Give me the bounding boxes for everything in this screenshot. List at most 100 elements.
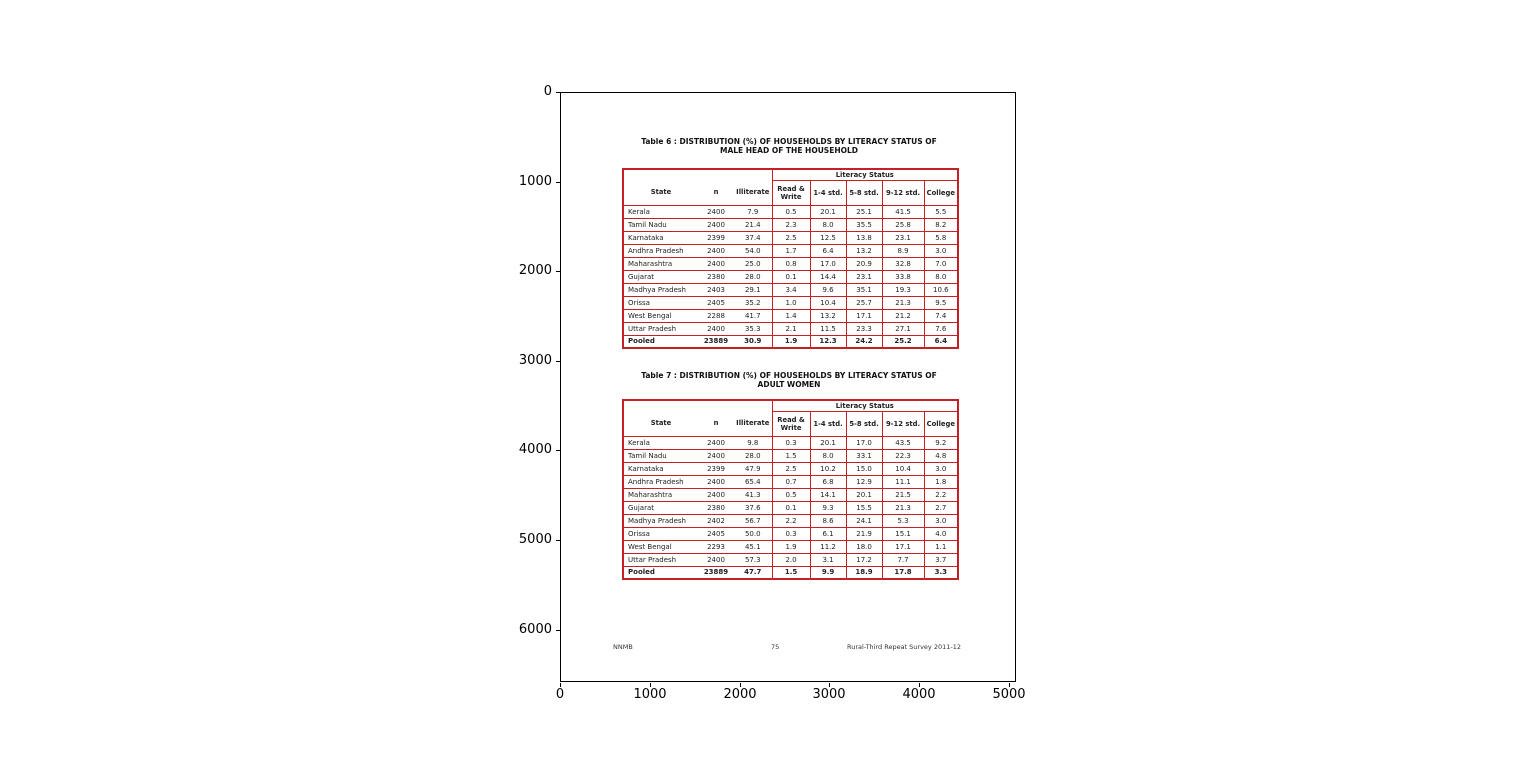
table6-title-line2: MALE HEAD OF THE HOUSEHOLD [720,146,858,155]
value-cell: 12.3 [809,334,847,348]
table-7: Literacy Status State n Illiterate Read … [622,399,960,580]
value-cell: 35.5 [845,217,883,231]
value-cell: 1.8 [923,474,959,488]
value-cell: 65.4 [734,474,773,488]
value-cell: 17.8 [881,565,925,579]
state-cell: Gujarat [623,500,698,514]
value-cell: 8.9 [881,243,925,257]
value-cell: 1.5 [771,448,811,462]
value-cell: 12.5 [809,230,847,244]
blank-header-cell [623,400,772,411]
value-cell: 17.2 [845,552,883,566]
page-number: 75 [771,643,780,651]
tick-mark [829,683,830,687]
value-cell: 0.5 [771,487,811,501]
col-college: College [923,180,959,206]
state-cell: West Bengal [623,539,698,553]
value-cell: 23.1 [881,230,925,244]
state-cell: Kerala [623,435,698,449]
table-row: Tamil Nadu 2400 28.0 1.5 8.0 33.1 22.3 4.8 [623,448,959,462]
literacy-status-header: Literacy Status [771,400,959,412]
tick-mark [650,683,651,687]
value-cell: 0.3 [771,526,811,540]
value-cell: 7.4 [923,308,959,322]
value-cell: 18.0 [845,539,883,553]
value-cell: 9.8 [734,435,773,449]
value-cell: 3.0 [923,461,959,475]
value-cell: 3.7 [923,552,959,566]
x-tick-label: 3000 [812,687,846,702]
value-cell: 15.1 [881,526,925,540]
value-cell: 54.0 [734,243,773,257]
y-tick-label: 6000 [518,622,552,637]
value-cell: 10.6 [923,282,959,296]
value-cell: 1.5 [771,565,811,579]
value-cell: 32.8 [881,256,925,270]
y-tick-label: 2000 [518,263,552,278]
table-row: West Bengal 2288 41.7 1.4 13.2 17.1 21.2 7.4 [623,308,959,322]
group-header-row: Literacy Status [623,169,959,181]
value-cell: 6.8 [809,474,847,488]
value-cell: 56.7 [734,513,773,527]
col-5-8-std: 5-8 std. [845,411,883,437]
value-cell: 8.6 [809,513,847,527]
value-cell: 4.0 [923,526,959,540]
page-footer: NNMB 75 Rural-Third Repeat Survey 2011-1… [561,643,1017,653]
value-cell: 20.9 [845,256,883,270]
table-row: Andhra Pradesh 2400 65.4 0.7 6.8 12.9 11.1 1.8 [623,474,959,488]
y-tick-label: 4000 [518,442,552,457]
value-cell: 45.1 [734,539,773,553]
value-cell: 21.4 [734,217,773,231]
value-cell: 25.0 [734,256,773,270]
col-n: n [698,411,734,437]
value-cell: 17.0 [809,256,847,270]
value-cell: 0.7 [771,474,811,488]
value-cell: 9.6 [809,282,847,296]
x-tick-label: 0 [555,687,565,702]
value-cell: 10.2 [809,461,847,475]
y-tick-label: 1000 [518,174,552,189]
value-cell: 9.9 [809,565,847,579]
value-cell: 33.1 [845,448,883,462]
col-state: State [623,411,698,437]
value-cell: 1.7 [771,243,811,257]
value-cell: 17.0 [845,435,883,449]
table7-wrap: Literacy Status State n Illiterate Read … [622,399,960,580]
table7-title: Table 7 : DISTRIBUTION (%) OF HOUSEHOLDS… [561,371,1017,389]
col-state: State [623,180,698,206]
state-cell: Maharashtra [623,487,698,501]
value-cell: 2400 [698,435,734,449]
value-cell: 13.2 [809,308,847,322]
value-cell: 2.0 [771,552,811,566]
column-header-row: State n Illiterate Read & Write 1-4 std.… [623,411,959,437]
state-cell: Andhra Pradesh [623,474,698,488]
value-cell: 6.4 [923,334,959,348]
value-cell: 2400 [698,217,734,231]
footer-right: Rural-Third Repeat Survey 2011-12 [847,643,961,651]
col-read-write: Read & Write [771,180,811,206]
value-cell: 25.8 [881,217,925,231]
value-cell: 25.1 [845,204,883,218]
state-cell: Uttar Pradesh [623,552,698,566]
value-cell: 24.1 [845,513,883,527]
value-cell: 27.1 [881,321,925,335]
state-cell: Orissa [623,526,698,540]
value-cell: 20.1 [845,487,883,501]
value-cell: 2400 [698,448,734,462]
value-cell: 21.9 [845,526,883,540]
state-cell: Gujarat [623,269,698,283]
value-cell: 2402 [698,513,734,527]
value-cell: 0.3 [771,435,811,449]
value-cell: 18.9 [845,565,883,579]
value-cell: 3.4 [771,282,811,296]
table6-title: Table 6 : DISTRIBUTION (%) OF HOUSEHOLDS… [561,137,1017,155]
value-cell: 47.7 [734,565,773,579]
value-cell: 14.1 [809,487,847,501]
value-cell: 29.1 [734,282,773,296]
tick-mark [556,630,560,631]
value-cell: 2.1 [771,321,811,335]
x-tick-label: 4000 [902,687,936,702]
value-cell: 2380 [698,269,734,283]
value-cell: 23.1 [845,269,883,283]
value-cell: 2405 [698,295,734,309]
